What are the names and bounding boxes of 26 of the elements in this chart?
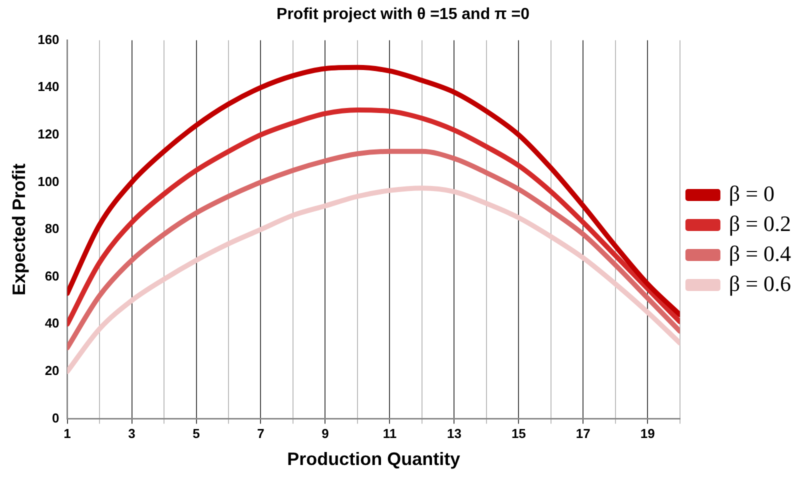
y-tick-label: 100 (38, 174, 60, 189)
y-tick-label: 160 (38, 32, 60, 47)
x-tick-label: 17 (576, 426, 590, 442)
legend-label: β = 0.2 (728, 210, 792, 236)
legend-label: β = 0.4 (728, 240, 792, 266)
chart-title: Profit project with θ =15 and π =0 (276, 6, 530, 24)
y-tick-label: 0 (52, 410, 60, 426)
x-tick-label: 3 (128, 426, 136, 442)
legend-label: β = 0 (728, 180, 775, 206)
x-axis-title: Production Quantity (287, 449, 460, 470)
x-tick-label: 9 (322, 426, 329, 442)
y-tick-label: 40 (44, 316, 60, 331)
y-tick-label: 120 (38, 126, 60, 142)
legend-label: β = 0.6 (728, 270, 792, 296)
y-axis-title: Expected Profit (8, 163, 29, 296)
y-tick-label: 140 (38, 79, 60, 94)
x-tick-label: 7 (257, 426, 264, 442)
x-tick-label: 11 (382, 426, 397, 442)
x-tick-label: 5 (192, 426, 200, 442)
x-tick-label: 15 (511, 426, 526, 442)
x-tick-label: 13 (446, 426, 462, 442)
y-tick-label: 60 (44, 268, 60, 284)
x-tick-label: 1 (64, 426, 71, 442)
x-tick-label: 19 (640, 426, 655, 442)
y-tick-label: 80 (44, 221, 60, 236)
y-tick-label: 20 (44, 363, 60, 378)
